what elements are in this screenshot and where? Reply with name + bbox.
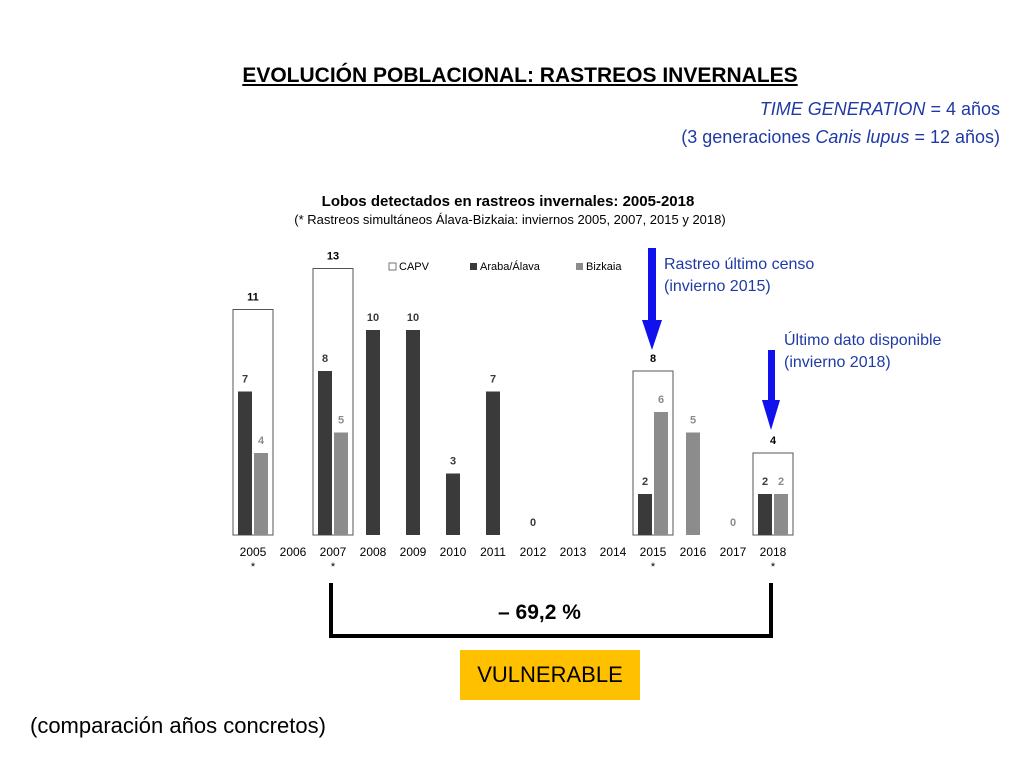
footnote: (comparación años concretos): [30, 713, 326, 738]
annotation-arrows: [642, 248, 780, 430]
x-tick-2017: 2017: [720, 545, 747, 559]
x-axis: 2005 * 2006 2007 * 2008 2009 2010 2011 2012 2013 20…: [240, 545, 787, 573]
label-bizkaia-2016: 5: [690, 415, 696, 427]
label-araba-2010: 3: [450, 456, 456, 468]
label-bizkaia-2017: 0: [730, 517, 736, 529]
time-generation-line: TIME GENERATION = 4 años: [760, 99, 1000, 120]
x-star-2015: *: [651, 561, 656, 573]
generations-line: (3 generaciones Canis lupus = 12 años): [681, 127, 1000, 148]
x-tick-2007: 2007: [320, 545, 347, 559]
bar-araba-2009: [406, 330, 420, 535]
label-bizkaia-2005: 4: [258, 435, 265, 447]
bar-araba-2011: [486, 391, 500, 535]
time-generation-label: TIME GENERATION: [759, 99, 926, 119]
x-tick-2018: 2018: [760, 545, 787, 559]
legend-swatch-0: [388, 262, 397, 271]
label-bizkaia-2007: 5: [338, 415, 344, 427]
label-araba-2007: 8: [322, 353, 328, 365]
bar-bizkaia-2016: [686, 432, 700, 535]
label-araba-2018: 2: [762, 476, 768, 488]
label-araba-2008: 10: [367, 312, 379, 324]
x-tick-2010: 2010: [440, 545, 467, 559]
label-bizkaia-2015: 6: [658, 394, 664, 406]
legend-swatch-1: [470, 263, 477, 270]
chart-legend: CAPV Araba/Álava Bizkaia: [388, 260, 622, 273]
chart-subtitle: (* Rastreos simultáneos Álava-Bizkaia: i…: [294, 212, 725, 227]
change-percentage: – 69,2 %: [498, 601, 581, 624]
x-star-2007: *: [331, 561, 336, 573]
annotation-last-data: Último dato disponible (invierno 2018): [784, 330, 941, 374]
annotation-last-data-line2: (invierno 2018): [784, 354, 891, 371]
bar-araba-2018: [758, 494, 772, 535]
x-tick-2013: 2013: [560, 545, 587, 559]
arrow-2018-icon: [762, 350, 780, 430]
time-generation-value: = 4 años: [925, 99, 1000, 119]
annotation-last-census-line1: Rastreo último censo: [664, 256, 815, 273]
comparison-bracket: [329, 583, 773, 638]
arrow-2015-icon: [642, 248, 662, 350]
x-star-2018: *: [771, 561, 776, 573]
legend-swatch-2: [576, 263, 583, 270]
annotation-last-census-line2: (invierno 2015): [664, 278, 771, 295]
legend-label-1: Araba/Álava: [480, 260, 541, 273]
bar-araba-2005: [238, 391, 252, 535]
label-bizkaia-2018: 2: [778, 476, 784, 488]
x-tick-2015: 2015: [640, 545, 667, 559]
status-badge: VULNERABLE: [460, 650, 640, 700]
bar-araba-2015: [638, 494, 652, 535]
label-capv-2018: 4: [770, 435, 777, 447]
label-araba-2012: 0: [530, 517, 536, 529]
x-tick-2006: 2006: [280, 545, 307, 559]
bar-bizkaia-2005: [254, 453, 268, 535]
page-title: EVOLUCIÓN POBLACIONAL: RASTREOS INVERNAL…: [242, 64, 798, 87]
bar-araba-2010: [446, 473, 460, 535]
x-tick-2009: 2009: [400, 545, 427, 559]
label-capv-2005: 11: [247, 292, 259, 304]
generations-prefix: (3 generaciones: [681, 127, 816, 147]
label-araba-2015: 2: [642, 476, 648, 488]
bar-bizkaia-2007: [334, 432, 348, 535]
chart-title: Lobos detectados en rastreos invernales:…: [322, 193, 695, 210]
label-capv-2007: 13: [327, 251, 339, 263]
x-tick-2008: 2008: [360, 545, 387, 559]
legend-label-2: Bizkaia: [586, 261, 622, 273]
bar-araba-2008: [366, 330, 380, 535]
bar-bizkaia-2018: [774, 494, 788, 535]
x-star-2005: *: [251, 561, 256, 573]
annotation-last-census: Rastreo último censo (invierno 2015): [664, 254, 814, 298]
species-name: Canis lupus: [815, 127, 910, 147]
label-araba-2011: 7: [490, 374, 496, 386]
x-tick-2012: 2012: [520, 545, 547, 559]
legend-label-0: CAPV: [399, 261, 430, 273]
x-tick-2011: 2011: [480, 545, 506, 559]
label-araba-2005: 7: [242, 374, 248, 386]
label-capv-2015: 8: [650, 353, 656, 365]
bar-bizkaia-2015: [654, 412, 668, 535]
bar-araba-2007: [318, 371, 332, 535]
x-tick-2016: 2016: [680, 545, 707, 559]
generations-suffix: = 12 años): [909, 127, 1000, 147]
x-tick-2014: 2014: [600, 545, 627, 559]
label-araba-2009: 10: [407, 312, 419, 324]
x-tick-2005: 2005: [240, 545, 267, 559]
annotation-last-data-line1: Último dato disponible: [784, 332, 942, 349]
